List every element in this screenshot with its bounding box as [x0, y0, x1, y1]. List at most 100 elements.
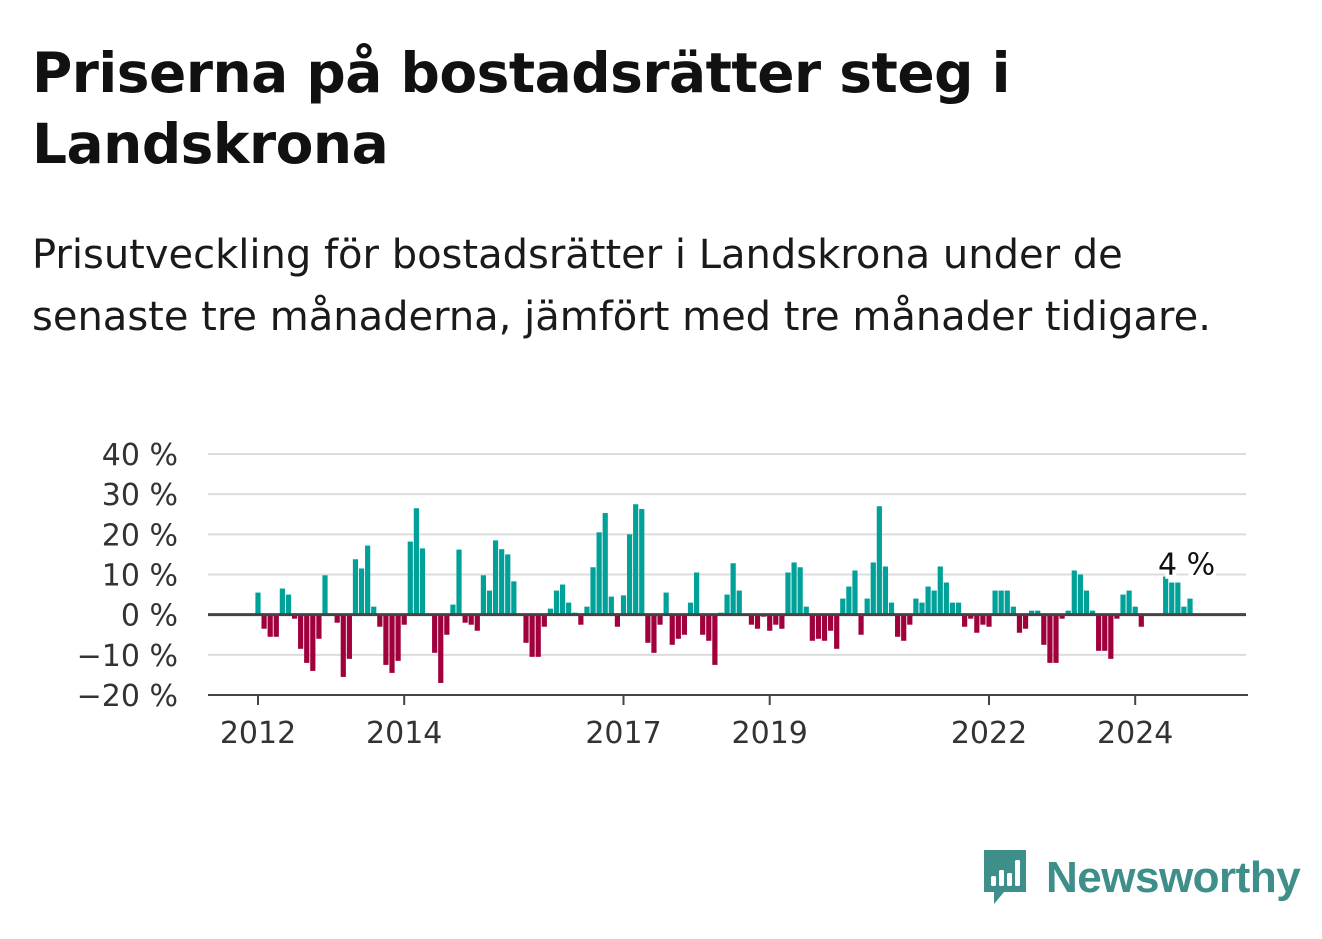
bar-positive: [480, 575, 486, 615]
bar-negative: [395, 614, 401, 661]
bar-negative: [1022, 614, 1029, 629]
bar-positive: [1163, 576, 1169, 615]
bar-positive: [1175, 582, 1181, 615]
bar-positive: [371, 606, 377, 615]
bar-negative: [779, 614, 785, 629]
bar-negative: [773, 614, 779, 625]
bar-negative: [401, 614, 407, 625]
bar-positive: [1169, 582, 1175, 615]
bar-positive: [639, 509, 645, 615]
bar-positive: [413, 508, 419, 615]
bar-negative: [468, 614, 474, 625]
grid-lines: [208, 453, 1246, 656]
bar-negative: [474, 614, 480, 631]
bar-negative: [828, 614, 834, 631]
bar-negative: [1108, 614, 1114, 659]
last-value-annotation: 4 %: [1158, 548, 1215, 583]
bar-positive: [358, 568, 365, 615]
bar-positive: [1035, 610, 1041, 615]
bar-positive: [553, 590, 560, 615]
bar-negative: [962, 614, 968, 627]
bar-negative: [986, 614, 992, 627]
bar-negative: [700, 614, 706, 635]
bar-negative: [895, 614, 901, 637]
bar-positive: [730, 563, 736, 615]
x-tick-label: 2014: [366, 716, 442, 751]
bar-negative: [529, 614, 535, 657]
bar-positive: [882, 566, 889, 615]
y-tick-label: 30 %: [102, 478, 178, 513]
bar-negative: [821, 614, 828, 641]
bar-negative: [748, 614, 755, 625]
bar-negative: [535, 614, 541, 657]
bar-negative: [310, 614, 316, 671]
bar-positive: [803, 606, 809, 615]
bar-negative: [291, 614, 298, 619]
bar-positive: [876, 506, 882, 615]
bar-negative: [438, 614, 444, 683]
bar-positive: [352, 559, 359, 615]
bar-negative: [907, 614, 913, 625]
bar-negative: [834, 614, 840, 649]
bar-negative: [968, 614, 974, 619]
bar-positive: [992, 590, 998, 615]
x-tick-label: 2019: [732, 716, 808, 751]
bar-negative: [645, 614, 651, 643]
y-tick-label: −10 %: [77, 639, 178, 674]
bar-positive: [486, 590, 493, 615]
brand-footer: Newsworthy: [980, 846, 1301, 910]
bar-positive: [505, 554, 511, 615]
bar-positive: [724, 594, 730, 615]
bar-positive: [1187, 598, 1193, 615]
bar-chart: 40 % 30 % 20 % 10 % 0 % −10 % −20 % 2012 2014 201…: [77, 438, 1248, 751]
bar-negative: [1053, 614, 1059, 663]
bar-negative: [669, 614, 675, 645]
bar-positive: [492, 540, 499, 615]
bar-positive: [797, 567, 803, 615]
x-tick-label: 2017: [585, 716, 661, 751]
bar-negative: [1016, 614, 1023, 633]
bar-negative: [523, 614, 529, 643]
bar-positive: [419, 548, 426, 615]
bar-positive: [279, 588, 285, 615]
bar-positive: [608, 596, 614, 615]
bar-negative: [809, 614, 815, 641]
bar-negative: [681, 614, 688, 635]
bar-positive: [1004, 590, 1010, 615]
bar-negative: [815, 614, 822, 639]
bar-negative: [1102, 614, 1108, 651]
y-tick-label: 40 %: [102, 438, 178, 473]
bar-negative: [980, 614, 986, 625]
bars: [255, 504, 1193, 683]
bar-positive: [1126, 590, 1132, 615]
bar-negative: [1138, 614, 1144, 627]
bar-negative: [541, 614, 547, 627]
bar-positive: [864, 598, 870, 615]
bar-positive: [322, 575, 328, 615]
bar-positive: [602, 513, 608, 615]
bar-negative: [858, 614, 864, 635]
bar-positive: [499, 549, 505, 615]
x-tick-label: 2012: [220, 716, 296, 751]
bar-negative: [1096, 614, 1102, 651]
bar-positive: [620, 595, 627, 615]
bar-negative: [974, 614, 980, 633]
bar-positive: [998, 590, 1004, 615]
bar-negative: [651, 614, 657, 653]
x-tick-label: 2024: [1097, 716, 1173, 751]
bar-positive: [633, 504, 639, 615]
bar-positive: [596, 532, 602, 615]
bar-positive: [785, 572, 791, 615]
bar-positive: [663, 592, 669, 615]
bar-negative: [657, 614, 663, 625]
bar-negative: [706, 614, 712, 641]
bar-positive: [870, 562, 876, 615]
bar-positive: [450, 604, 456, 615]
bar-positive: [547, 608, 553, 615]
bar-negative: [389, 614, 395, 673]
bar-negative: [432, 614, 438, 653]
chart-subtitle: Prisutveckling för bostadsrätter i Lands…: [32, 232, 1211, 340]
bar-negative: [346, 614, 352, 659]
bar-positive: [1071, 570, 1077, 615]
bar-positive: [1010, 606, 1016, 615]
